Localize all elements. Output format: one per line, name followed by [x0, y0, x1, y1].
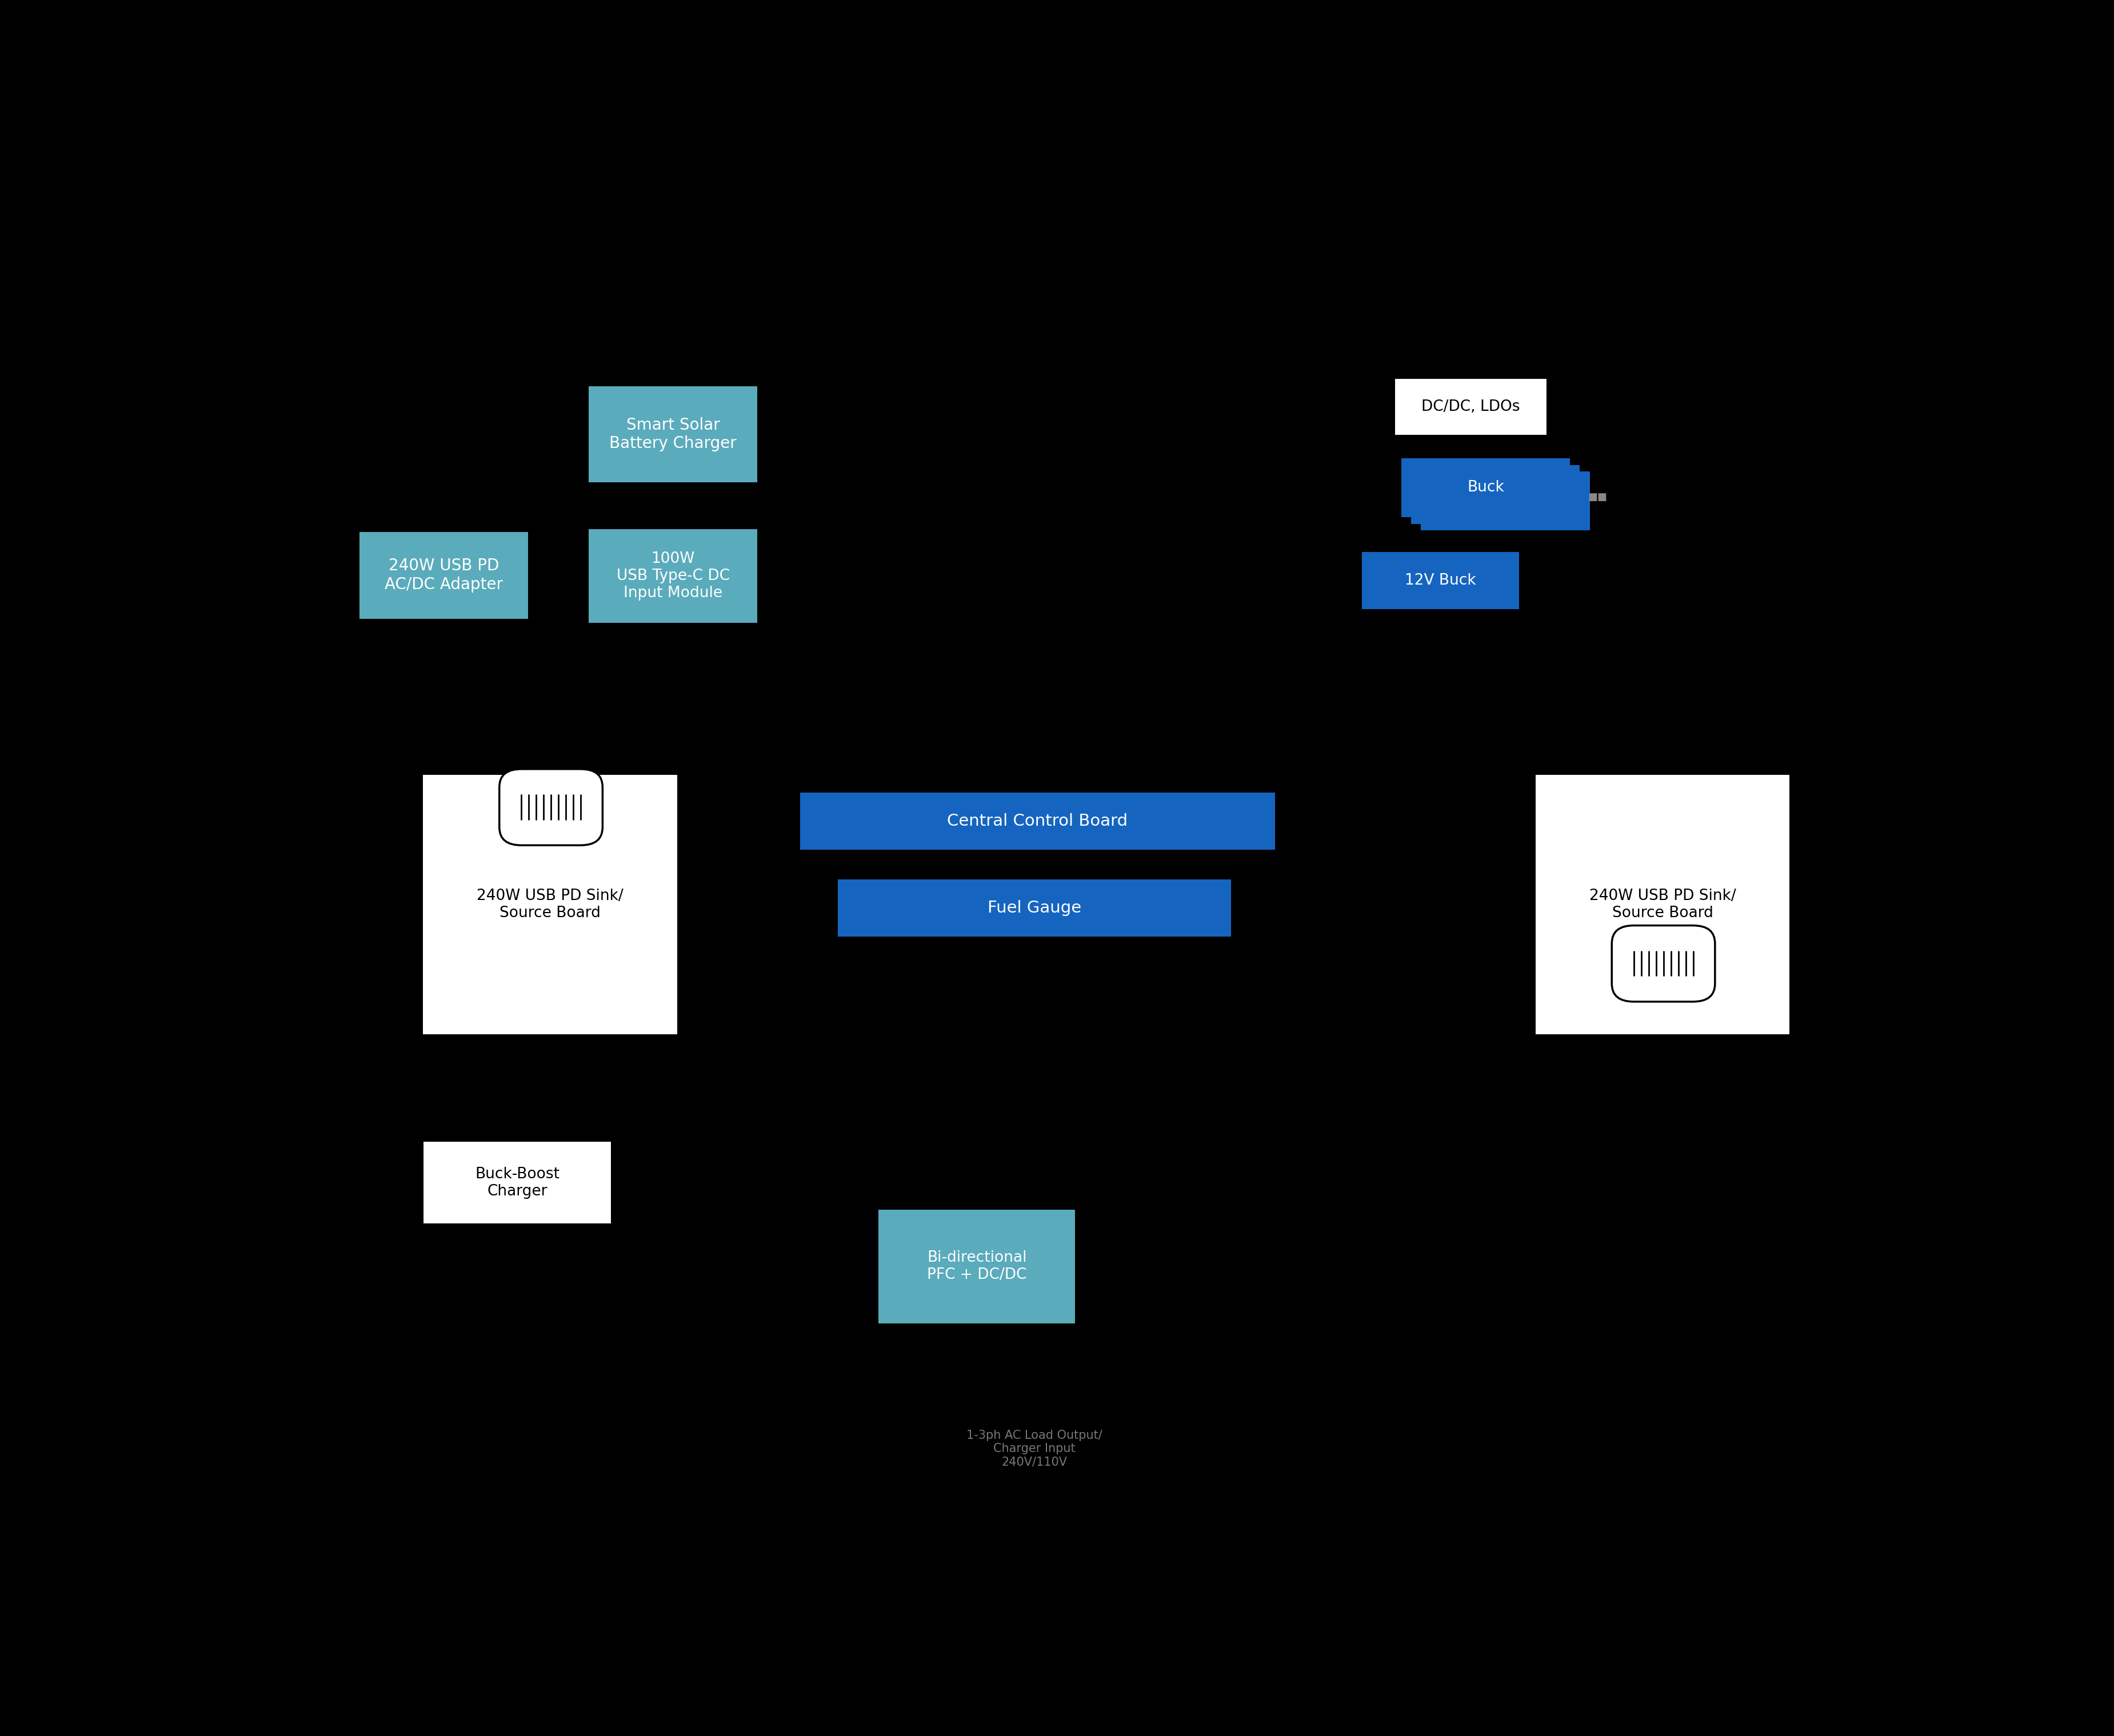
- Text: 1-3ph AC Load Output/
Charger Input
240V/110V: 1-3ph AC Load Output/ Charger Input 240V…: [966, 1430, 1101, 1467]
- FancyBboxPatch shape: [879, 1210, 1076, 1323]
- Text: Buck: Buck: [1467, 481, 1505, 495]
- FancyBboxPatch shape: [499, 769, 602, 845]
- Text: Central Control Board: Central Control Board: [947, 812, 1129, 830]
- Text: ■■: ■■: [1588, 491, 1607, 502]
- Text: Buck-Boost
Charger: Buck-Boost Charger: [476, 1167, 560, 1200]
- FancyBboxPatch shape: [1611, 925, 1714, 1002]
- FancyBboxPatch shape: [588, 529, 757, 623]
- FancyBboxPatch shape: [1361, 552, 1520, 609]
- FancyBboxPatch shape: [423, 1141, 611, 1224]
- FancyBboxPatch shape: [588, 385, 757, 483]
- FancyBboxPatch shape: [837, 880, 1230, 937]
- Text: DC/DC, LDOs: DC/DC, LDOs: [1421, 399, 1520, 415]
- FancyBboxPatch shape: [1410, 465, 1579, 524]
- FancyBboxPatch shape: [1535, 774, 1791, 1035]
- FancyBboxPatch shape: [1402, 458, 1571, 517]
- FancyBboxPatch shape: [1421, 472, 1590, 531]
- Text: 12V Buck: 12V Buck: [1406, 573, 1476, 589]
- FancyBboxPatch shape: [799, 792, 1275, 851]
- Text: Fuel Gauge: Fuel Gauge: [987, 899, 1080, 917]
- FancyBboxPatch shape: [423, 774, 676, 1035]
- Text: 100W
USB Type-C DC
Input Module: 100W USB Type-C DC Input Module: [617, 552, 729, 601]
- Text: 240W USB PD Sink/
Source Board: 240W USB PD Sink/ Source Board: [478, 889, 624, 920]
- Text: 240W USB PD
AC/DC Adapter: 240W USB PD AC/DC Adapter: [385, 557, 503, 592]
- Text: 240W USB PD Sink/
Source Board: 240W USB PD Sink/ Source Board: [1590, 889, 1736, 920]
- FancyBboxPatch shape: [359, 531, 528, 618]
- Text: Bi-directional
PFC + DC/DC: Bi-directional PFC + DC/DC: [928, 1250, 1027, 1283]
- Text: Smart Solar
Battery Charger: Smart Solar Battery Charger: [609, 417, 736, 451]
- FancyBboxPatch shape: [1395, 378, 1547, 436]
